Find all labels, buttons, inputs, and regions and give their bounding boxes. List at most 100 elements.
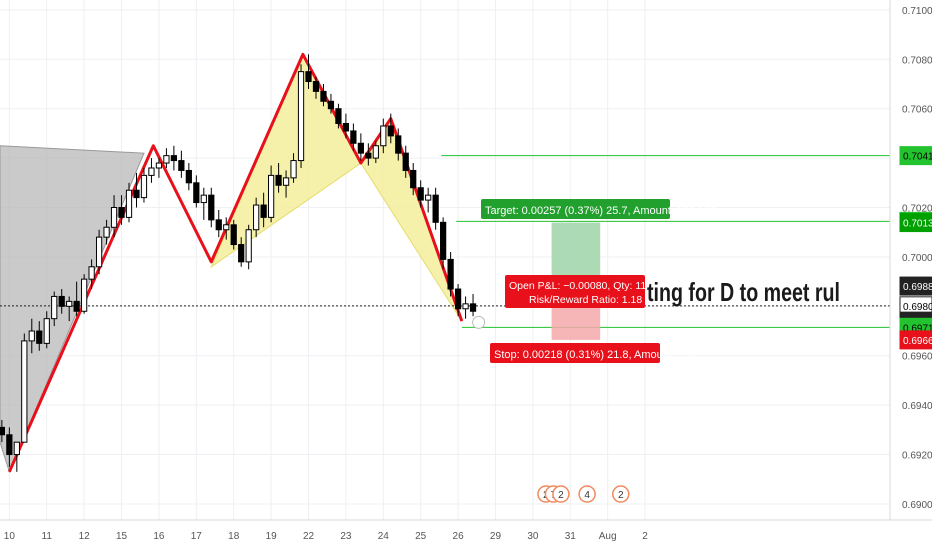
price-badge-bg [899, 330, 932, 350]
target-label-text: Target: 0.00257 (0.37%) 25.7, Amount: 12… [485, 205, 717, 217]
time-tick-label: 23 [340, 531, 352, 542]
candle-body [6, 434, 13, 456]
candle-up [148, 158, 155, 183]
candle-body [51, 295, 58, 320]
loss-zone [551, 305, 601, 340]
candlesticks [0, 54, 486, 472]
candle-body [312, 81, 320, 92]
candle-body [43, 318, 50, 344]
time-tick-label: 2 [642, 531, 648, 542]
time-axis[interactable]: 10 11 12 15 16 17 18 19 22 23 24 25 26 29 30 31 Aug 2 [0, 519, 932, 550]
time-tick-label: 16 [153, 531, 165, 542]
candle-down [357, 133, 364, 161]
candle-down [260, 192, 267, 228]
candle-down [327, 93, 335, 114]
price-badge: 0.69882 [899, 276, 932, 296]
candle-down [432, 187, 439, 230]
candle-up [200, 187, 207, 220]
candle-up [125, 182, 133, 223]
candle-body [372, 145, 379, 159]
candle-body [395, 135, 402, 154]
candle-body [282, 177, 290, 186]
pnl-label: Open P&L: −0.00080, Qty: 114678 Risk/Rewa… [505, 275, 670, 308]
candle-up [245, 224, 252, 270]
pnl-line1: Open P&L: −0.00080, Qty: 114678 [509, 280, 670, 292]
candle-body [350, 130, 357, 144]
time-tick-label: 29 [490, 531, 502, 542]
candle-up [13, 441, 20, 472]
event-markers: 27242 [537, 485, 630, 503]
time-tick-label: 31 [565, 531, 577, 542]
candle-body [0, 426, 5, 436]
candle-up [155, 158, 163, 178]
price-badge-text: 0.69715 [903, 323, 932, 334]
candle-down [469, 293, 477, 317]
last-price-marker [472, 315, 486, 329]
candle-body [432, 194, 439, 223]
candle-body [327, 100, 335, 110]
candle-down [170, 145, 178, 171]
candle-body [155, 162, 163, 169]
time-tick-label: 11 [42, 531, 53, 542]
time-tick-label: 15 [116, 531, 128, 542]
candle-body [81, 278, 88, 312]
candle-body [380, 125, 387, 147]
candle-body [320, 90, 327, 102]
target-label-bg [481, 199, 670, 219]
candle-body [454, 288, 462, 310]
event-marker-circle [578, 485, 596, 503]
event-marker: 4 [578, 485, 596, 503]
candle-down [238, 237, 245, 267]
candle-down [58, 289, 65, 314]
candle-body [253, 204, 260, 231]
candle-up [282, 170, 290, 198]
candle-body [462, 303, 469, 310]
price-badge-text: 0.69882 [903, 282, 932, 293]
candle-up [462, 296, 469, 319]
price-badge: 0.70139 [899, 213, 932, 233]
candle-body [440, 221, 447, 260]
candle-down [305, 54, 312, 89]
candle-up [95, 229, 103, 275]
candle-body [425, 194, 432, 201]
candle-body [260, 204, 267, 218]
event-marker-circle [552, 485, 570, 503]
price-axis-bg [890, 0, 932, 520]
candle-body [402, 152, 409, 171]
candle-body [170, 155, 178, 162]
price-badge-bg [899, 213, 932, 233]
candle-body [469, 303, 477, 312]
candle-down [208, 187, 215, 228]
candle-up [110, 195, 118, 238]
candle-body [178, 160, 185, 171]
candle-up [267, 165, 275, 223]
candle-down [410, 163, 417, 196]
price-badge-bg [899, 276, 932, 296]
candle-body [290, 160, 297, 179]
target-label: Target: 0.00257 (0.37%) 25.7, Amount: 12… [481, 199, 717, 219]
candle-down [185, 163, 192, 191]
candle-down [335, 103, 342, 129]
candle-body [297, 71, 305, 162]
event-marker: 2 [612, 485, 630, 503]
harmonic-pattern [210, 53, 463, 322]
candle-body [125, 189, 133, 218]
time-tick-label: 19 [266, 531, 278, 542]
candle-body [58, 295, 65, 307]
price-axis[interactable]: 0.690000.692000.694000.696000.698000.700… [889, 0, 932, 520]
candle-up [253, 197, 260, 238]
time-axis-bg [0, 520, 932, 550]
candle-down [193, 175, 200, 208]
candle-body [110, 207, 118, 228]
price-badge-text: 0.70139 [903, 219, 932, 230]
candle-down [215, 209, 222, 238]
event-marker-count: 4 [584, 490, 590, 501]
time-tick-label: 24 [378, 531, 390, 542]
